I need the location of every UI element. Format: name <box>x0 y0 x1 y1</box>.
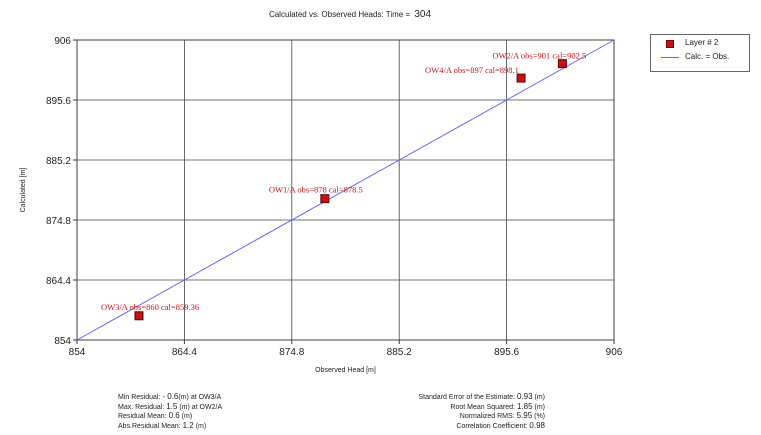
x-tick-label: 864.4 <box>172 347 197 358</box>
data-point <box>557 59 567 69</box>
y-tick-label: 885.2 <box>46 156 71 167</box>
stat-rms: Root Mean Squared: 1.85 (m) <box>450 401 545 411</box>
data-label: OW2/A obs=901 cal=902.5 <box>492 51 586 61</box>
legend-line-icon <box>661 57 679 58</box>
data-point <box>516 73 526 83</box>
legend-label-layer: Layer # 2 <box>685 38 719 47</box>
stat-abs-residual-mean: Abs.Residual Mean: 1.2 (m) <box>118 420 207 430</box>
y-axis-label: Calculated [m] <box>20 168 27 213</box>
legend-label-line: Calc. = Obs. <box>685 52 730 61</box>
chart-title-text: Calculated vs. Observed Heads: Time = <box>268 10 411 19</box>
x-tick-label: 885.2 <box>387 347 412 358</box>
y-tick-label: 864.4 <box>46 276 71 287</box>
fit-stats: Standard Error of the Estimate: 0.93 (m)… <box>360 392 545 431</box>
x-axis-label: Observed Head [m] <box>315 367 376 374</box>
data-point <box>134 311 144 321</box>
y-tick-label: 906 <box>54 36 71 47</box>
data-label: OW1/A obs=878 cal=878.5 <box>269 185 363 195</box>
stat-max-residual: Max. Residual: 1.5 (m) at OW2/A <box>118 401 223 411</box>
stat-corr: Correlation Coefficient: 0.98 <box>456 420 545 430</box>
chart-title-time: 304 <box>414 9 432 20</box>
x-tick-label: 874.8 <box>279 347 304 358</box>
one-to-one-line <box>76 39 615 341</box>
y-tick-label: 874.8 <box>46 216 71 227</box>
stat-nrms: Normalized RMS: 5.95 (%) <box>459 411 545 420</box>
data-point <box>320 194 330 204</box>
data-label: OW4/A obs=897 cal=898.1 <box>425 65 519 75</box>
legend-item-line: Calc. = Obs. <box>651 49 749 63</box>
stat-residual-mean: Residual Mean: 0.6 (m) <box>118 411 193 420</box>
data-label: OW3/A obs=860 cal=859.36 <box>101 302 199 312</box>
chart-legend: Layer # 2 Calc. = Obs. <box>650 34 750 72</box>
legend-item-layer: Layer # 2 <box>651 35 749 49</box>
x-tick-label: 895.6 <box>494 347 519 358</box>
legend-marker-square-icon <box>666 40 674 48</box>
y-tick-label: 854 <box>54 336 71 347</box>
chart-title: Calculated vs. Observed Heads: Time = 30… <box>0 9 700 20</box>
stat-min-residual: Min Residual: - 0.6(m) at OW3/A <box>118 392 222 401</box>
residual-stats: Min Residual: - 0.6(m) at OW3/A Max. Res… <box>118 392 223 431</box>
x-tick-label: 906 <box>606 347 623 358</box>
y-tick-label: 895.6 <box>46 96 71 107</box>
stat-std-error: Standard Error of the Estimate: 0.93 (m) <box>418 392 545 401</box>
x-tick-label: 854 <box>69 347 86 358</box>
